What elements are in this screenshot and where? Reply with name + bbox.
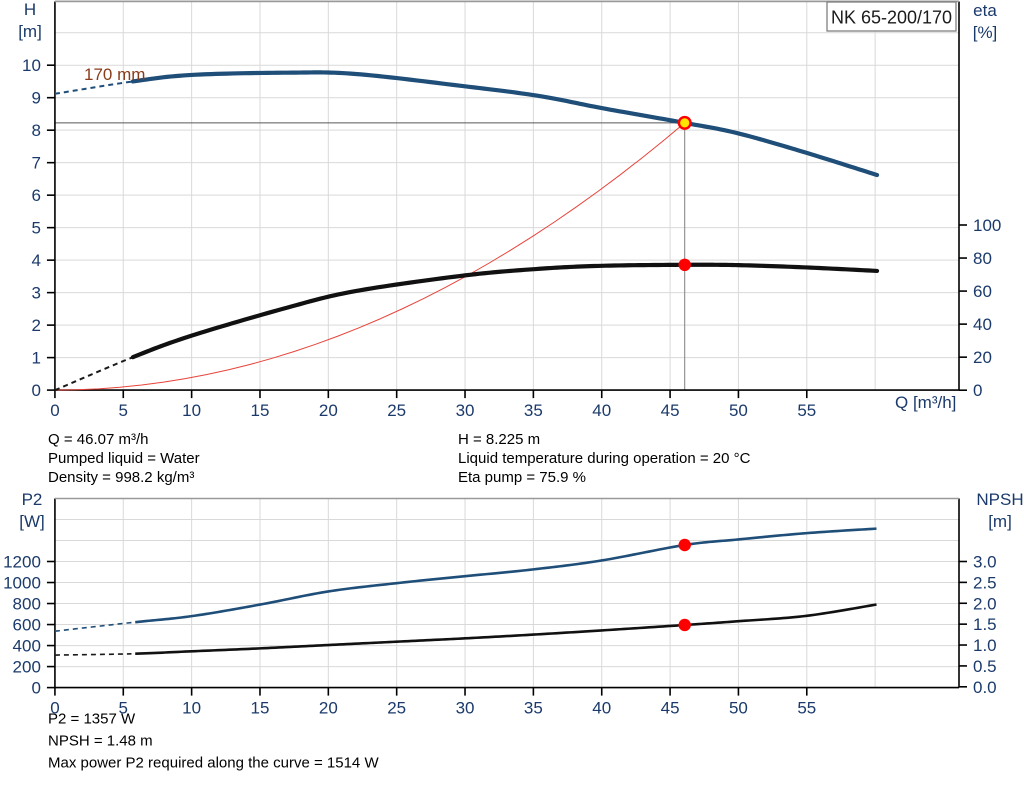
svg-text:2.5: 2.5 (973, 573, 997, 592)
svg-text:25: 25 (387, 699, 406, 718)
svg-text:H: H (24, 0, 36, 19)
svg-text:Max power P2 required along th: Max power P2 required along the curve = … (48, 755, 379, 772)
svg-text:0: 0 (50, 401, 59, 420)
svg-text:2.0: 2.0 (973, 594, 997, 613)
svg-text:Q = 46.07 m³/h: Q = 46.07 m³/h (48, 431, 148, 448)
svg-text:1: 1 (31, 349, 40, 368)
svg-text:Density = 998.2 kg/m³: Density = 998.2 kg/m³ (48, 469, 194, 486)
svg-text:3: 3 (31, 284, 40, 303)
svg-text:0: 0 (973, 381, 982, 400)
svg-text:45: 45 (661, 401, 680, 420)
svg-text:3.0: 3.0 (973, 553, 997, 572)
svg-text:55: 55 (797, 699, 816, 718)
svg-text:NK 65-200/170: NK 65-200/170 (831, 8, 952, 28)
svg-text:25: 25 (387, 401, 406, 420)
svg-text:30: 30 (456, 401, 475, 420)
svg-text:35: 35 (524, 401, 543, 420)
svg-text:1200: 1200 (3, 553, 41, 572)
svg-text:0.0: 0.0 (973, 678, 997, 697)
svg-text:20: 20 (973, 348, 992, 367)
svg-text:100: 100 (973, 216, 1001, 235)
svg-text:eta: eta (973, 1, 997, 20)
svg-text:5: 5 (119, 401, 128, 420)
svg-text:10: 10 (22, 56, 41, 75)
svg-text:9: 9 (31, 89, 40, 108)
svg-text:35: 35 (524, 699, 543, 718)
svg-text:NPSH: NPSH (976, 490, 1023, 509)
svg-text:1.0: 1.0 (973, 636, 997, 655)
svg-text:Eta pump = 75.9 %: Eta pump = 75.9 % (458, 469, 586, 486)
svg-text:1000: 1000 (3, 574, 41, 593)
svg-text:600: 600 (13, 616, 41, 635)
svg-text:P2 = 1357 W: P2 = 1357 W (48, 711, 136, 728)
svg-text:[W]: [W] (19, 512, 45, 531)
svg-text:8: 8 (31, 121, 40, 140)
svg-text:[m]: [m] (988, 512, 1012, 531)
svg-text:40: 40 (973, 315, 992, 334)
svg-text:40: 40 (592, 401, 611, 420)
svg-text:15: 15 (251, 401, 270, 420)
svg-text:Pumped liquid = Water: Pumped liquid = Water (48, 450, 200, 467)
svg-text:6: 6 (31, 186, 40, 205)
svg-text:20: 20 (319, 699, 338, 718)
svg-text:[m]: [m] (18, 22, 42, 41)
svg-text:5: 5 (31, 219, 40, 238)
svg-text:45: 45 (661, 699, 680, 718)
svg-text:40: 40 (592, 699, 611, 718)
svg-text:NPSH = 1.48 m: NPSH = 1.48 m (48, 733, 153, 750)
svg-text:10: 10 (182, 699, 201, 718)
svg-text:7: 7 (31, 154, 40, 173)
svg-text:Liquid temperature during oper: Liquid temperature during operation = 20… (458, 450, 751, 467)
svg-text:P2: P2 (22, 490, 43, 509)
svg-text:60: 60 (973, 282, 992, 301)
svg-text:55: 55 (797, 401, 816, 420)
svg-text:400: 400 (13, 637, 41, 656)
svg-text:1.5: 1.5 (973, 615, 997, 634)
svg-text:50: 50 (729, 699, 748, 718)
svg-text:Q [m³/h]: Q [m³/h] (895, 393, 956, 412)
svg-text:4: 4 (31, 251, 40, 270)
svg-text:[%]: [%] (973, 23, 998, 42)
svg-text:10: 10 (182, 401, 201, 420)
svg-text:2: 2 (31, 316, 40, 335)
svg-text:30: 30 (456, 699, 475, 718)
svg-text:200: 200 (13, 658, 41, 677)
svg-text:0: 0 (31, 679, 40, 698)
svg-text:170 mm: 170 mm (84, 65, 145, 84)
svg-text:15: 15 (251, 699, 270, 718)
svg-text:0: 0 (31, 381, 40, 400)
svg-text:20: 20 (319, 401, 338, 420)
svg-text:0.5: 0.5 (973, 657, 997, 676)
svg-text:80: 80 (973, 249, 992, 268)
svg-text:H = 8.225 m: H = 8.225 m (458, 431, 540, 448)
svg-text:50: 50 (729, 401, 748, 420)
svg-text:800: 800 (13, 595, 41, 614)
